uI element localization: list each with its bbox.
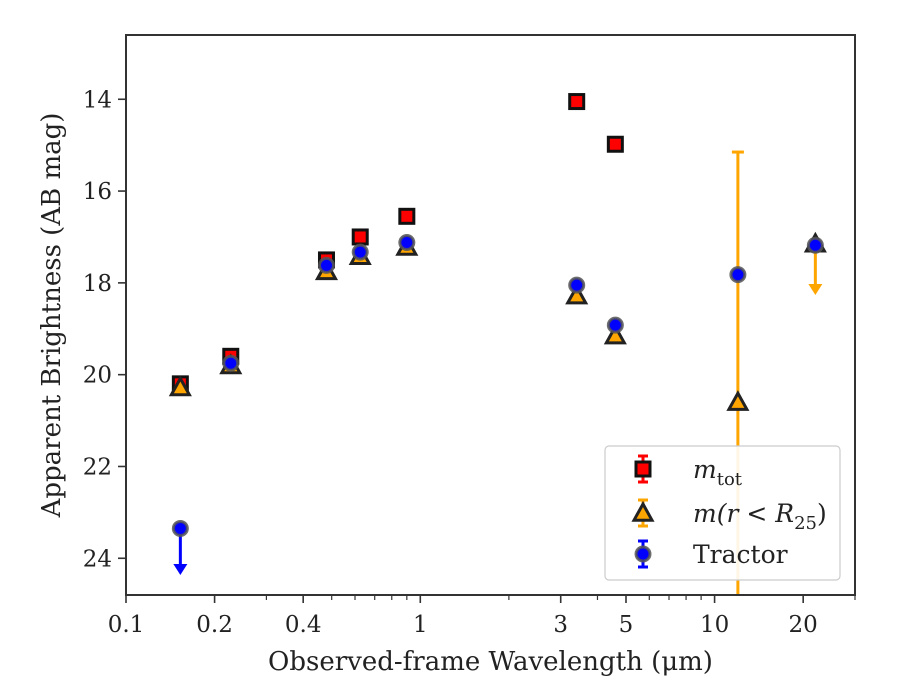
data-point [726,390,750,411]
x-tick-label: 1 [413,612,428,638]
y-tick-label: 20 [83,363,112,389]
legend-label: m(r < R25) [693,499,827,534]
data-point [568,93,586,111]
data-point [351,228,369,246]
plot-frame [125,34,856,596]
data-point [171,519,189,537]
axis-ticks: 0.1 0.2 0.4 1 3 5 10 20 14 16 18 20 22 24 [83,87,856,638]
legend-label-end: ) [817,499,827,528]
x-tick-label: 0.4 [285,612,322,638]
legend-marker [634,460,652,478]
data-point [351,243,369,261]
data-point [168,375,192,397]
upper-limit-arrow [173,564,188,576]
series-circle [171,233,824,576]
x-tick-label: 20 [789,612,818,638]
data-point [398,207,416,225]
data-point [222,354,240,372]
y-tick-label: 22 [83,454,112,480]
data-point [603,323,627,345]
data-point [729,266,747,284]
data-point [317,256,335,274]
legend: mtot m(r < R25) Tractor [604,445,841,581]
x-tick-label: 5 [619,612,634,638]
y-tick-label: 18 [83,271,112,297]
x-tick-label: 10 [700,612,729,638]
data-point [606,135,624,153]
y-tick-label: 24 [83,546,112,572]
x-axis-label: Observed-frame Wavelength (μm) [268,647,713,677]
legend-label-sub: tot [717,469,743,490]
data-point [565,283,589,305]
upper-limit-arrow [808,284,823,296]
legend-label: Tractor [693,540,788,569]
x-tick-label: 0.1 [108,612,145,638]
data-point [398,233,416,251]
data-point [806,236,824,254]
y-tick-label: 14 [83,87,112,113]
legend-label-main: m(r < R [693,499,794,528]
data-point [568,276,586,294]
legend-label-sub: 25 [794,513,817,534]
legend-label: mtot [693,455,743,490]
legend-marker [634,545,652,563]
legend-label-main: m [693,455,717,484]
x-tick-label: 3 [553,612,568,638]
legend-marker [631,500,655,522]
data-point [606,316,624,334]
series-square [171,93,624,393]
y-axis-label: Apparent Brightness (AB mag) [37,113,67,519]
y-tick-label: 16 [83,179,112,205]
legend-box [604,445,841,581]
chart-marks [168,93,827,595]
x-tick-label: 0.2 [196,612,233,638]
